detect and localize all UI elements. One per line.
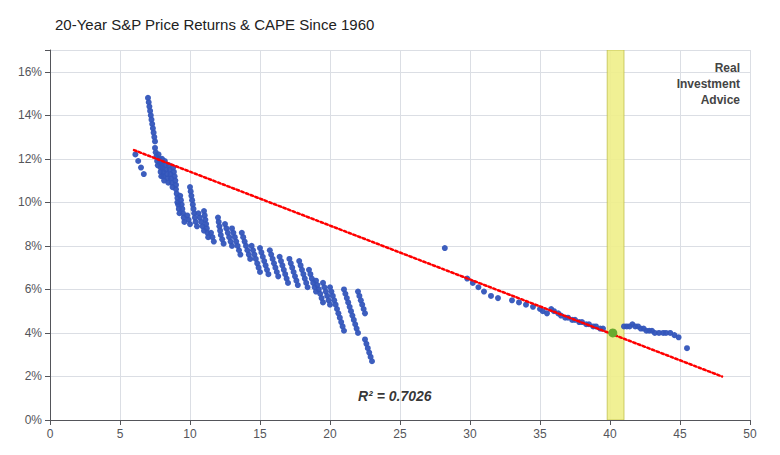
svg-text:12%: 12% xyxy=(18,152,42,166)
svg-text:5: 5 xyxy=(117,427,124,441)
svg-text:R² = 0.7026: R² = 0.7026 xyxy=(358,388,432,404)
svg-text:8%: 8% xyxy=(25,239,43,253)
svg-text:50: 50 xyxy=(743,427,757,441)
svg-text:30: 30 xyxy=(463,427,477,441)
svg-text:10: 10 xyxy=(183,427,197,441)
svg-text:45: 45 xyxy=(673,427,687,441)
svg-text:2%: 2% xyxy=(25,369,43,383)
svg-text:20: 20 xyxy=(323,427,337,441)
svg-text:40: 40 xyxy=(603,427,617,441)
svg-text:4%: 4% xyxy=(25,326,43,340)
svg-text:25: 25 xyxy=(393,427,407,441)
svg-text:6%: 6% xyxy=(25,282,43,296)
svg-text:16%: 16% xyxy=(18,65,42,79)
svg-text:0%: 0% xyxy=(25,413,43,427)
svg-text:Real: Real xyxy=(715,61,740,75)
svg-text:20-Year S&P Price Returns & CA: 20-Year S&P Price Returns & CAPE Since 1… xyxy=(55,16,374,33)
svg-text:Advice: Advice xyxy=(701,93,741,107)
svg-text:0: 0 xyxy=(47,427,54,441)
svg-text:Investment: Investment xyxy=(677,77,740,91)
svg-text:14%: 14% xyxy=(18,108,42,122)
svg-text:15: 15 xyxy=(253,427,267,441)
svg-text:10%: 10% xyxy=(18,195,42,209)
svg-text:35: 35 xyxy=(533,427,547,441)
